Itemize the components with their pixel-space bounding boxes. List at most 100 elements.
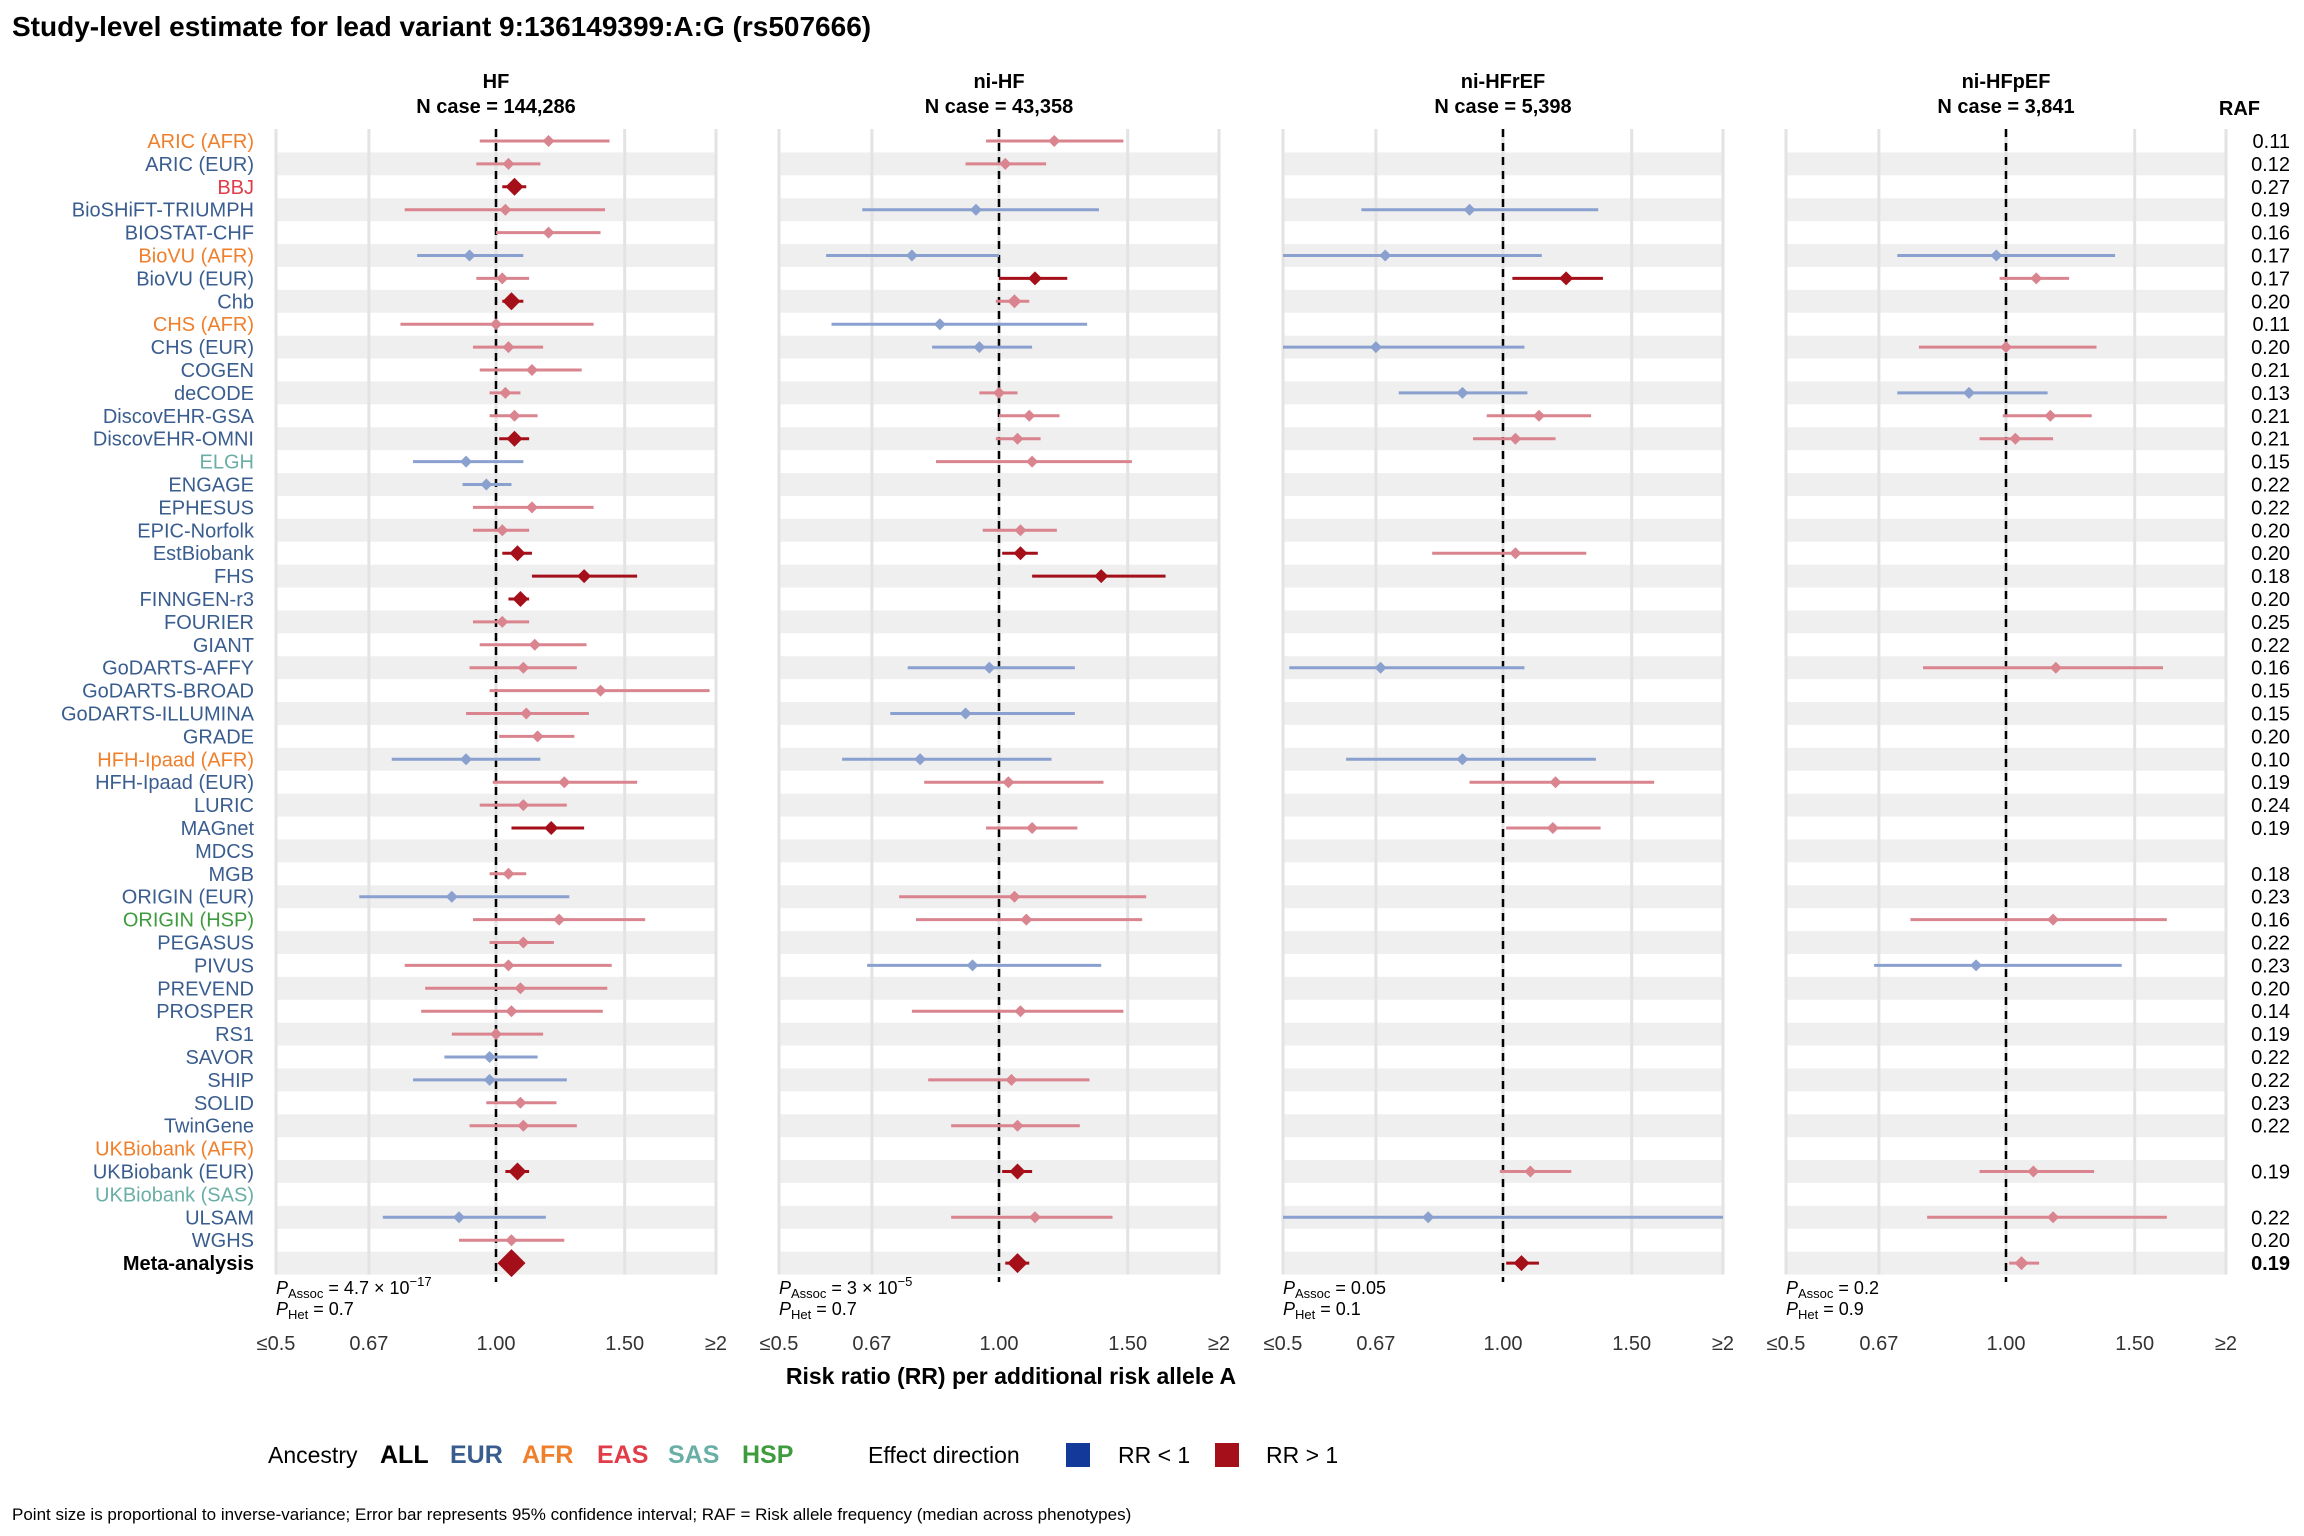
x-axis-label: Risk ratio (RR) per additional risk alle… xyxy=(786,1363,1236,1389)
estimate-bioshift-triumph xyxy=(969,203,982,216)
estimate-rs1 xyxy=(490,1028,502,1041)
raf-value: 0.20 xyxy=(2251,978,2290,1000)
study-labels: ARIC (AFR)ARIC (EUR)BBJBioSHiFT-TRIUMPHB… xyxy=(61,131,255,1275)
panel-ncase: N case = 144,286 xyxy=(416,96,576,118)
estimate-origin-hsp xyxy=(1020,913,1033,926)
x-tick-label: 1.00 xyxy=(477,1333,516,1355)
estimate-estbiobank xyxy=(509,545,526,562)
panel-title: HF xyxy=(483,71,510,93)
estimate-ukbiobank-eur xyxy=(508,1162,527,1181)
legend-effect-title: Effect direction xyxy=(868,1442,1020,1468)
study-label: SHIP xyxy=(207,1070,254,1092)
estimate-origin-hsp xyxy=(2047,913,2060,926)
raf-value: 0.16 xyxy=(2251,223,2290,245)
estimate-discovehr-omni xyxy=(1011,432,1024,445)
raf-header: RAF xyxy=(2219,98,2260,120)
study-label: EPHESUS xyxy=(158,497,254,519)
estimate-chb xyxy=(1007,294,1022,309)
x-tick-label: 1.00 xyxy=(1987,1333,2026,1355)
study-label: CHS (EUR) xyxy=(151,337,254,359)
study-label: TwinGene xyxy=(164,1116,254,1138)
study-label: PIVUS xyxy=(194,955,254,977)
estimate-prosper xyxy=(1014,1005,1027,1018)
study-label: EstBiobank xyxy=(153,543,255,565)
x-tick-label: 0.67 xyxy=(1859,1333,1898,1355)
raf-value: 0.20 xyxy=(2251,726,2290,748)
estimate-hfh-ipaad-afr xyxy=(460,753,473,766)
estimate-discovehr-omni xyxy=(506,430,523,447)
x-tick-label: 1.50 xyxy=(1612,1333,1651,1355)
study-label: UKBiobank (AFR) xyxy=(95,1139,254,1161)
estimate-epic-norfolk xyxy=(496,524,509,537)
study-label: FHS xyxy=(214,566,254,588)
estimate-pivus xyxy=(502,959,515,972)
estimate-ulsam xyxy=(2047,1211,2060,1224)
estimate-pivus xyxy=(966,959,979,972)
study-label: CHS (AFR) xyxy=(153,314,254,336)
study-label: LURIC xyxy=(194,795,254,817)
panel-ni-hf: ni-HF N case = 43,358 PAssoc = 3 × 10−5PHe… xyxy=(760,71,1230,1355)
estimate-godarts-illumina xyxy=(959,707,972,720)
estimate-solid xyxy=(514,1096,527,1109)
raf-value: 0.22 xyxy=(2251,497,2290,519)
raf-value: 0.11 xyxy=(2253,131,2290,153)
estimate-aric-eur xyxy=(502,157,515,170)
legend: Ancestry ALL EUR AFR EAS SAS HSP Effect directi… xyxy=(268,1441,1338,1469)
study-label: ORIGIN (EUR) xyxy=(122,887,254,909)
study-label: GIANT xyxy=(193,635,254,657)
raf-value: 0.23 xyxy=(2251,955,2290,977)
legend-swatch-rr-gt1 xyxy=(1215,1443,1239,1467)
estimate-chs-eur xyxy=(502,341,515,354)
study-label: DiscovEHR-GSA xyxy=(103,406,255,428)
panel-ncase: N case = 5,398 xyxy=(1434,96,1571,118)
estimate-discovehr-omni xyxy=(1509,432,1522,445)
study-label: FOURIER xyxy=(164,612,254,634)
estimate-twingene xyxy=(517,1119,530,1132)
estimate-wghs xyxy=(505,1234,518,1247)
x-tick-label: ≥2 xyxy=(705,1333,727,1355)
study-label: BioSHiFT-TRIUMPH xyxy=(72,200,254,222)
estimate-cogen xyxy=(525,364,538,376)
raf-value: 0.19 xyxy=(2251,772,2290,794)
estimate-chs-eur xyxy=(2000,341,2012,354)
raf-value: 0.19 xyxy=(2251,1024,2290,1046)
estimate-estbiobank xyxy=(1509,547,1522,560)
x-tick-label: 1.50 xyxy=(2115,1333,2154,1355)
study-label: PEGASUS xyxy=(157,933,254,955)
p-het: PHet = 0.7 xyxy=(779,1299,857,1322)
estimate-ephesus xyxy=(525,501,538,514)
study-label: EPIC-Norfolk xyxy=(137,520,255,542)
estimate-fourier xyxy=(496,615,509,628)
estimate-hfh-ipaad-eur xyxy=(1002,776,1015,789)
legend-ancestry-hsp: HSP xyxy=(742,1441,793,1469)
legend-ancestry-eas: EAS xyxy=(597,1441,648,1469)
estimate-decode xyxy=(499,386,512,399)
raf-value: 0.24 xyxy=(2251,795,2290,817)
raf-value: 0.19 xyxy=(2251,818,2290,840)
x-tick-label: ≥2 xyxy=(1208,1333,1230,1355)
raf-value: 0.22 xyxy=(2251,1047,2290,1069)
raf-value: 0.19 xyxy=(2251,200,2290,222)
estimate-giant xyxy=(528,638,541,651)
x-tick-label: ≤0.5 xyxy=(257,1333,296,1355)
estimate-ship xyxy=(1005,1073,1018,1086)
estimate-finngen-r3 xyxy=(512,591,529,607)
estimate-hfh-ipaad-afr xyxy=(914,753,927,766)
estimate-bbj xyxy=(505,177,524,196)
legend-rr-gt1: RR > 1 xyxy=(1266,1442,1338,1468)
study-label: HFH-Ipaad (EUR) xyxy=(95,772,254,794)
raf-value: 0.22 xyxy=(2251,635,2290,657)
panel-title: ni-HFpEF xyxy=(1962,71,2051,93)
study-label: ARIC (AFR) xyxy=(147,131,254,153)
panel-title: ni-HFrEF xyxy=(1461,71,1545,93)
raf-value: 0.13 xyxy=(2251,383,2290,405)
legend-ancestry-all: ALL xyxy=(380,1441,429,1469)
estimate-aric-afr xyxy=(1048,135,1061,147)
estimate-aric-afr xyxy=(542,135,555,147)
estimate-decode xyxy=(1963,386,1976,399)
study-label: UKBiobank (EUR) xyxy=(93,1162,254,1184)
panel-ni-hfref: ni-HFrEF N case = 5,398 PAssoc = 0.05PHet … xyxy=(1264,71,1734,1355)
raf-value: 0.23 xyxy=(2251,1093,2290,1115)
estimate-ukbiobank-eur xyxy=(2027,1165,2040,1178)
